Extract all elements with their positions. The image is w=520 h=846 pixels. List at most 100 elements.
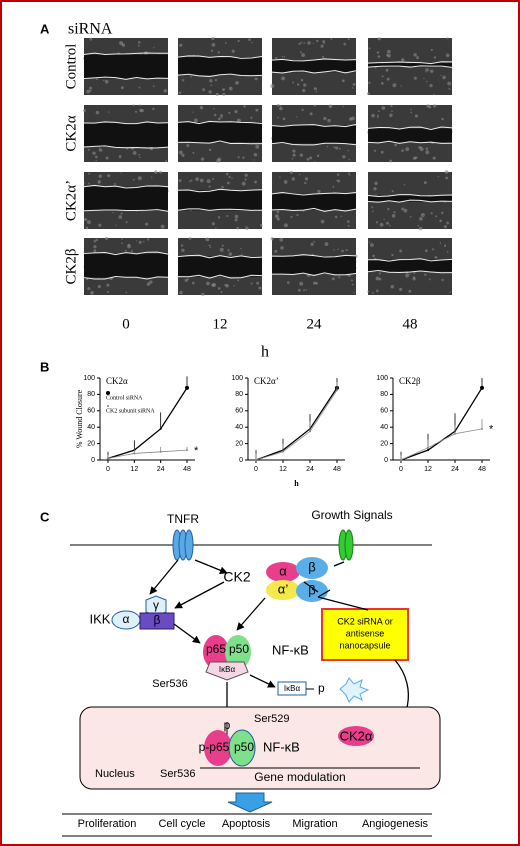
column-label: 24 xyxy=(307,316,323,332)
y-tick-label: 100 xyxy=(231,375,243,382)
cell xyxy=(297,288,301,292)
cell xyxy=(152,85,155,87)
box-text: antisense xyxy=(346,628,385,638)
cell xyxy=(180,244,184,247)
wound-edge xyxy=(271,141,357,146)
cell xyxy=(208,148,212,152)
wound-edge xyxy=(367,199,453,203)
series-line xyxy=(255,390,338,461)
cell xyxy=(417,224,420,227)
legend-label: Control siRNA xyxy=(106,395,143,401)
cell xyxy=(409,273,411,275)
cell xyxy=(299,51,302,54)
cell xyxy=(413,76,417,80)
protein-label: IκBα xyxy=(284,684,301,693)
cell xyxy=(310,242,314,246)
cell xyxy=(322,55,325,59)
cell xyxy=(392,83,397,88)
cell xyxy=(211,222,215,226)
wound xyxy=(368,259,452,272)
cell xyxy=(391,253,394,257)
cell xyxy=(305,288,308,291)
cell xyxy=(186,143,190,148)
wound-edge xyxy=(177,55,263,59)
cell xyxy=(95,238,98,242)
y-tick-label: 0 xyxy=(239,457,243,464)
down-arrow xyxy=(227,792,273,813)
cell xyxy=(433,93,435,96)
cell xyxy=(447,81,452,86)
cell xyxy=(408,289,412,293)
series-line xyxy=(255,387,338,461)
point xyxy=(400,459,402,461)
cell xyxy=(283,180,288,184)
cell xyxy=(333,146,336,149)
cell xyxy=(89,89,92,92)
cell xyxy=(277,116,279,119)
cell xyxy=(378,272,381,275)
cell xyxy=(103,79,105,82)
cell xyxy=(245,226,249,230)
wound-edge xyxy=(83,275,169,280)
subunit xyxy=(296,557,328,579)
cell xyxy=(206,179,211,184)
cell xyxy=(281,55,283,58)
wound xyxy=(178,57,262,76)
cell xyxy=(375,276,380,281)
cell xyxy=(132,104,135,107)
cell xyxy=(409,215,412,218)
panel-title: siRNA xyxy=(68,21,113,38)
cell xyxy=(201,292,205,296)
cell xyxy=(113,182,116,185)
cell xyxy=(403,208,408,213)
cell xyxy=(274,249,278,253)
nfkb-complex: p65 p50 IκBα xyxy=(203,635,251,681)
cell xyxy=(87,148,90,151)
cell xyxy=(434,256,438,259)
cell xyxy=(379,222,384,227)
cell xyxy=(237,156,240,159)
cell xyxy=(84,218,88,222)
cell xyxy=(154,170,158,174)
subunit-label: p50 xyxy=(229,642,249,656)
cell xyxy=(241,181,246,186)
chart-title: CK2α xyxy=(106,376,128,386)
y-tick-label: 80 xyxy=(235,391,243,398)
cell xyxy=(279,176,281,178)
cell xyxy=(298,173,301,176)
subunit-label: β xyxy=(308,559,315,574)
cell xyxy=(353,292,355,294)
legend-marker xyxy=(107,405,109,407)
point xyxy=(133,452,136,455)
cell xyxy=(193,118,198,123)
cell xyxy=(413,271,416,274)
wound-edge xyxy=(177,254,263,259)
cell xyxy=(373,149,377,152)
wound xyxy=(368,63,452,68)
y-tick-label: 100 xyxy=(376,375,388,382)
cell xyxy=(323,42,325,45)
cell xyxy=(371,113,375,118)
cell xyxy=(153,46,155,49)
cell xyxy=(138,153,141,156)
cell xyxy=(124,249,127,252)
cell xyxy=(292,153,296,157)
cell xyxy=(303,83,307,87)
cell xyxy=(88,172,91,175)
ck2a xyxy=(338,726,374,746)
cell xyxy=(250,282,253,285)
y-tick-label: 80 xyxy=(380,391,388,398)
ck2-label: CK2 xyxy=(223,569,250,585)
cell xyxy=(251,42,253,44)
cell xyxy=(300,78,304,82)
cell xyxy=(152,107,155,111)
point xyxy=(185,385,189,390)
point xyxy=(159,450,162,453)
cell xyxy=(258,286,262,290)
cell xyxy=(236,226,240,230)
point xyxy=(255,459,257,461)
cell xyxy=(250,116,253,119)
cell xyxy=(95,159,97,162)
cell xyxy=(282,117,286,121)
cell xyxy=(89,86,93,90)
